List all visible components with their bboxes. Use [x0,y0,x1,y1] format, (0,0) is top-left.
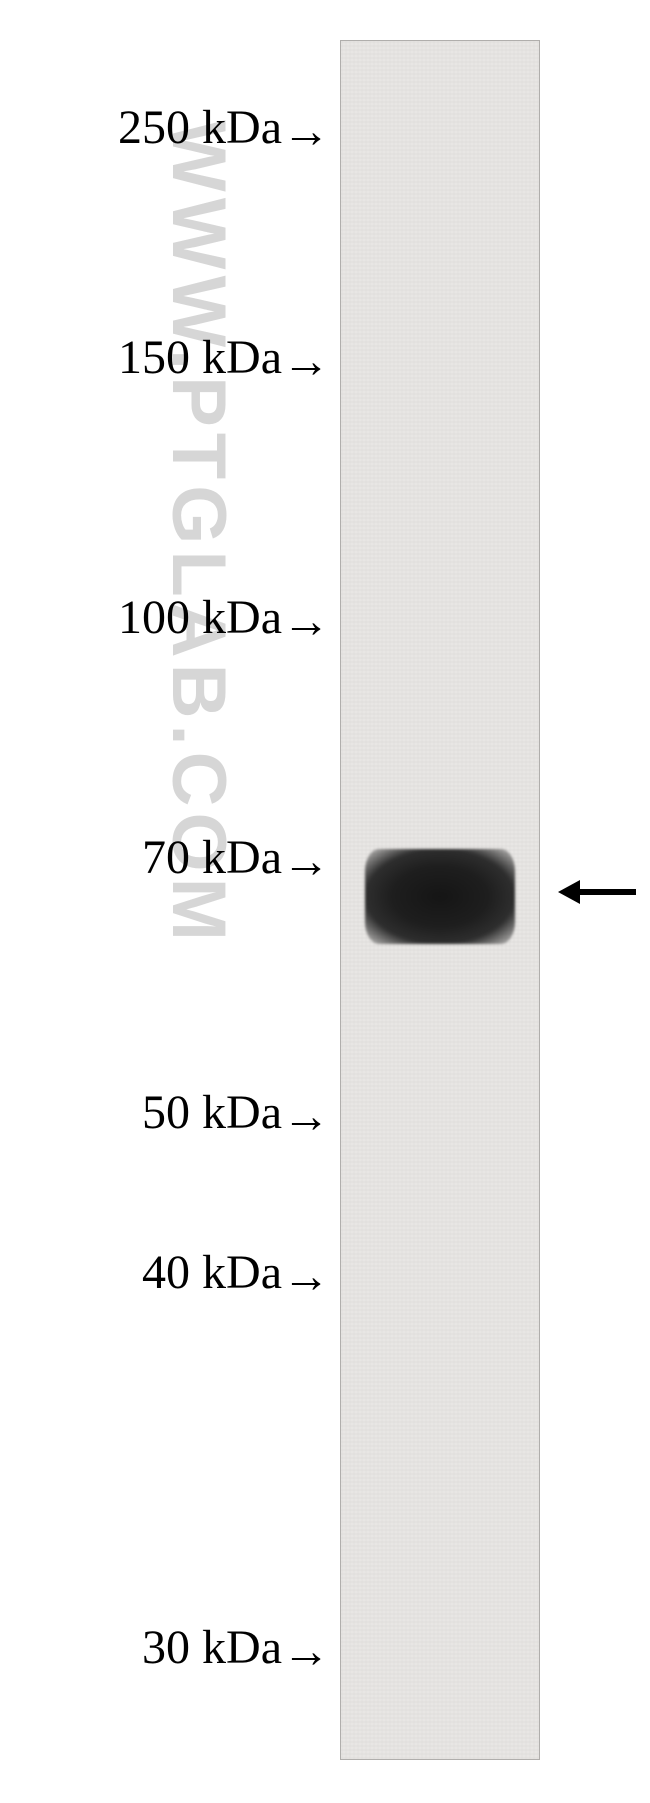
arrow-right-icon: → [282,1089,330,1144]
mw-label-text: 250 kDa [118,101,282,154]
mw-marker-40: 40 kDa→ [142,1245,330,1304]
mw-label-text: 150 kDa [118,331,282,384]
mw-marker-70: 70 kDa→ [142,830,330,889]
protein-band [365,849,515,944]
arrow-right-icon: → [282,334,330,389]
band-indicator-arrow-icon [558,880,638,900]
mw-marker-30: 30 kDa→ [142,1620,330,1679]
arrow-right-icon: → [282,104,330,159]
arrow-right-icon: → [282,1249,330,1304]
mw-marker-50: 50 kDa→ [142,1085,330,1144]
arrow-right-icon: → [282,1624,330,1679]
mw-marker-250: 250 kDa→ [118,100,330,159]
blot-lane [340,40,540,1760]
arrow-right-icon: → [282,834,330,889]
mw-label-text: 30 kDa [142,1621,282,1674]
mw-marker-100: 100 kDa→ [118,590,330,649]
watermark-text: WWW.PTGLAB.COM [155,120,242,947]
mw-label-text: 40 kDa [142,1246,282,1299]
mw-label-text: 100 kDa [118,591,282,644]
mw-label-text: 70 kDa [142,831,282,884]
mw-label-text: 50 kDa [142,1086,282,1139]
arrow-right-icon: → [282,594,330,649]
mw-marker-150: 150 kDa→ [118,330,330,389]
western-blot-figure: WWW.PTGLAB.COM 250 kDa→ 150 kDa→ 100 kDa… [0,0,650,1803]
